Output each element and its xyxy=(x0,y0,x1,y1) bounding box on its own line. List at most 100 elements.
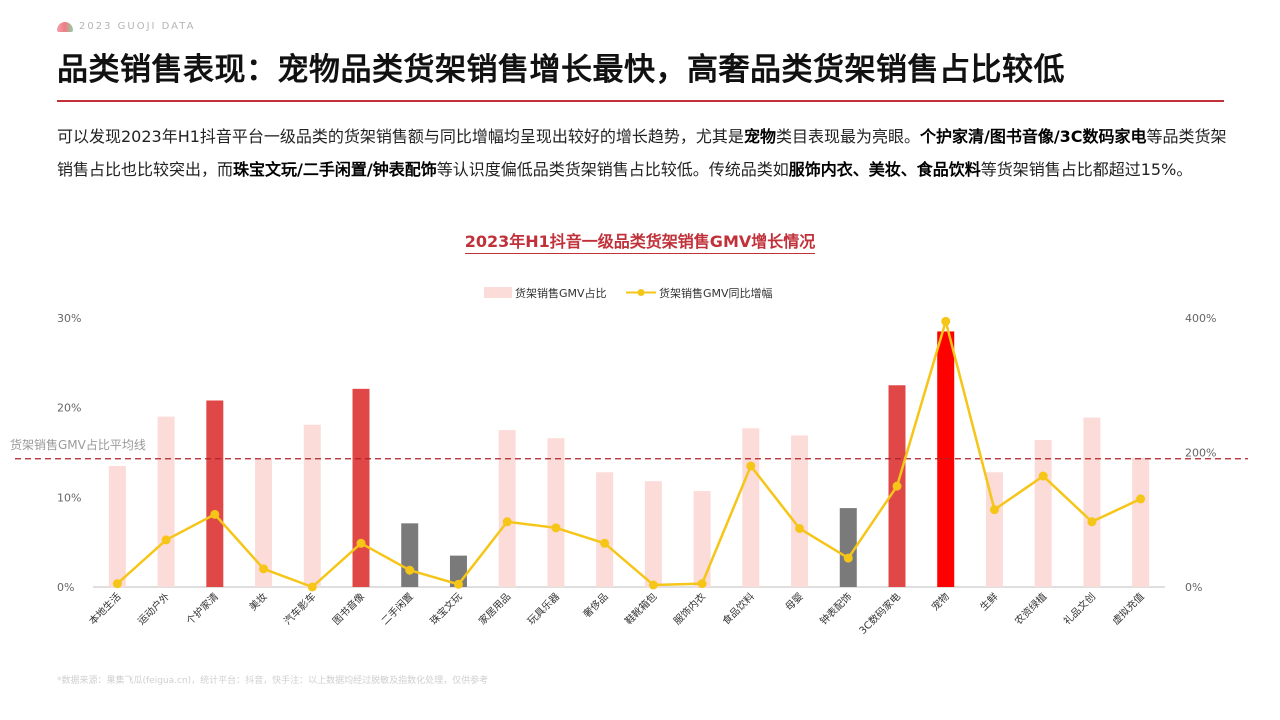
growth-point-鞋靴箱包 xyxy=(648,580,658,590)
growth-point-农资绿植 xyxy=(1038,471,1048,481)
x-tick-label: 服饰内衣 xyxy=(671,590,708,627)
brand: 2023 GUOJI DATA xyxy=(57,21,195,32)
brand-logo-icon xyxy=(57,21,73,32)
growth-point-钟表配饰 xyxy=(843,553,853,563)
growth-point-二手闲置 xyxy=(405,565,415,575)
page-title: 品类销售表现：宠物品类货架销售增长最快，高奢品类货架销售占比较低 xyxy=(57,52,1065,88)
growth-point-奢侈品 xyxy=(600,538,610,548)
x-tick-label: 宠物 xyxy=(929,590,952,613)
x-tick-label: 图书音像 xyxy=(330,590,367,627)
title-divider xyxy=(57,100,1224,102)
x-tick-label: 食品饮料 xyxy=(719,590,756,627)
bar-虚拟充值 xyxy=(1132,457,1150,587)
growth-point-图书音像 xyxy=(356,538,366,548)
bar-运动户外 xyxy=(157,416,175,587)
bar-series xyxy=(108,331,1150,587)
growth-point-玩具乐器 xyxy=(551,523,561,533)
x-tick-label: 礼品文创 xyxy=(1061,590,1098,627)
growth-point-服饰内衣 xyxy=(697,579,707,589)
growth-point-3C数码家电 xyxy=(892,481,902,491)
y-right-tick-label: 400% xyxy=(1185,312,1216,325)
brand-text: 2023 GUOJI DATA xyxy=(79,21,196,32)
x-tick-label: 个护家清 xyxy=(183,590,220,627)
bar-生鲜 xyxy=(985,472,1003,587)
x-tick-label: 虚拟充值 xyxy=(1109,590,1146,627)
x-tick-label: 本地生活 xyxy=(86,590,123,627)
line-series xyxy=(112,316,1146,592)
x-tick-label: 农资绿植 xyxy=(1012,590,1049,627)
x-tick-label: 珠宝文玩 xyxy=(427,590,464,627)
bar-玩具乐器 xyxy=(547,438,565,587)
legend-label-line: 货架销售GMV同比增幅 xyxy=(659,286,773,300)
legend-swatch-marker xyxy=(637,289,645,296)
intro-bold-4: 服饰内衣、美妆、食品饮料 xyxy=(788,160,981,179)
growth-point-个护家清 xyxy=(210,509,220,519)
x-tick-label: 家居用品 xyxy=(476,590,513,627)
y-right-tick-label: 200% xyxy=(1185,447,1216,460)
average-reference-line: 货架销售GMV占比平均线 xyxy=(10,437,1248,460)
bar-食品饮料 xyxy=(742,428,760,587)
gmv-combo-chart: 货架销售GMV占比 货架销售GMV同比增幅 0% 10% 20% 30% 0% 200% 4… xyxy=(10,286,1248,637)
x-axis-labels: 本地生活 运动户外 个护家清 美妆 汽车影车 图书音像 二手闲置 珠宝文玩 家居用品 玩具乐器 奢侈… xyxy=(86,590,1147,637)
growth-point-礼品文创 xyxy=(1087,517,1097,527)
y-left-tick-label: 20% xyxy=(57,402,81,415)
y-right-tick-label: 0% xyxy=(1185,581,1202,594)
intro-bold-2: 个护家清/图书音像/3C数码家电 xyxy=(919,127,1147,146)
reference-line-label: 货架销售GMV占比平均线 xyxy=(10,437,146,452)
bar-钟表配饰 xyxy=(839,508,857,587)
growth-point-运动户外 xyxy=(161,535,171,545)
x-tick-label: 钟表配饰 xyxy=(817,590,854,627)
growth-point-本地生活 xyxy=(112,579,122,589)
growth-point-食品饮料 xyxy=(746,461,756,471)
legend-swatch-bar xyxy=(484,287,512,298)
bar-农资绿植 xyxy=(1034,439,1052,587)
intro-text-3: 等品类货架销售占比也比较突出，而 xyxy=(57,127,1227,179)
x-tick-label: 玩具乐器 xyxy=(525,591,562,628)
intro-bold-3: 珠宝文玩/二手闲置/钟表配饰 xyxy=(233,160,437,179)
x-tick-label: 美妆 xyxy=(246,590,269,613)
intro-text-2: 类目表现最为亮眼。 xyxy=(775,127,920,146)
bar-服饰内衣 xyxy=(693,491,711,587)
x-tick-label: 二手闲置 xyxy=(378,590,415,627)
chart-title: 2023年H1抖音一级品类货架销售GMV增长情况 xyxy=(0,228,1280,254)
bar-本地生活 xyxy=(108,465,126,587)
chart-title-text: 2023年H1抖音一级品类货架销售GMV增长情况 xyxy=(464,232,816,254)
legend-label-bar: 货架销售GMV占比 xyxy=(515,286,607,300)
bar-奢侈品 xyxy=(596,472,614,587)
growth-point-宠物 xyxy=(941,316,951,326)
intro-text-5: 等货架销售占比都超过15%。 xyxy=(980,160,1193,179)
bar-礼品文创 xyxy=(1083,417,1101,587)
growth-point-汽车影车 xyxy=(307,582,317,592)
bar-汽车影车 xyxy=(303,424,321,587)
bar-家居用品 xyxy=(498,430,516,587)
x-tick-label: 母婴 xyxy=(783,591,806,614)
bar-个护家清 xyxy=(206,400,224,587)
x-tick-label: 奢侈品 xyxy=(580,590,610,620)
growth-point-家居用品 xyxy=(502,517,512,527)
x-tick-label: 生鲜 xyxy=(977,590,1000,613)
y-left-tick-label: 0% xyxy=(57,581,74,594)
growth-point-虚拟充值 xyxy=(1136,494,1146,504)
intro-text-4: 等认识度偏低品类货架销售占比较低。传统品类如 xyxy=(436,160,789,179)
growth-point-生鲜 xyxy=(989,505,999,515)
x-tick-label: 鞋靴箱包 xyxy=(622,590,659,627)
intro-bold-1: 宠物 xyxy=(743,127,776,146)
chart-legend: 货架销售GMV占比 货架销售GMV同比增幅 xyxy=(484,286,773,300)
growth-point-美妆 xyxy=(259,564,269,574)
growth-point-珠宝文玩 xyxy=(453,579,463,589)
x-tick-label: 汽车影车 xyxy=(281,590,318,627)
footnote: *数据来源：果集飞瓜(feigua.cn)，统计平台：抖音，快手注：以上数据均经… xyxy=(57,676,489,686)
intro-text-1: 可以发现2023年H1抖音平台一级品类的货架销售额与同比增幅均呈现出较好的增长趋… xyxy=(57,127,744,146)
y-left-tick-label: 10% xyxy=(57,491,81,504)
x-tick-label: 3C数码家电 xyxy=(856,590,903,637)
growth-point-母婴 xyxy=(795,523,805,533)
bar-鞋靴箱包 xyxy=(644,481,662,587)
intro-paragraph: 可以发现2023年H1抖音平台一级品类的货架销售额与同比增幅均呈现出较好的增长趋… xyxy=(57,120,1227,186)
bar-二手闲置 xyxy=(401,523,419,587)
bar-美妆 xyxy=(255,458,273,587)
growth-line xyxy=(116,320,1142,589)
bar-母婴 xyxy=(791,435,809,587)
bar-图书音像 xyxy=(352,388,370,587)
y-left-tick-label: 30% xyxy=(57,312,81,325)
x-tick-label: 运动户外 xyxy=(135,590,172,627)
